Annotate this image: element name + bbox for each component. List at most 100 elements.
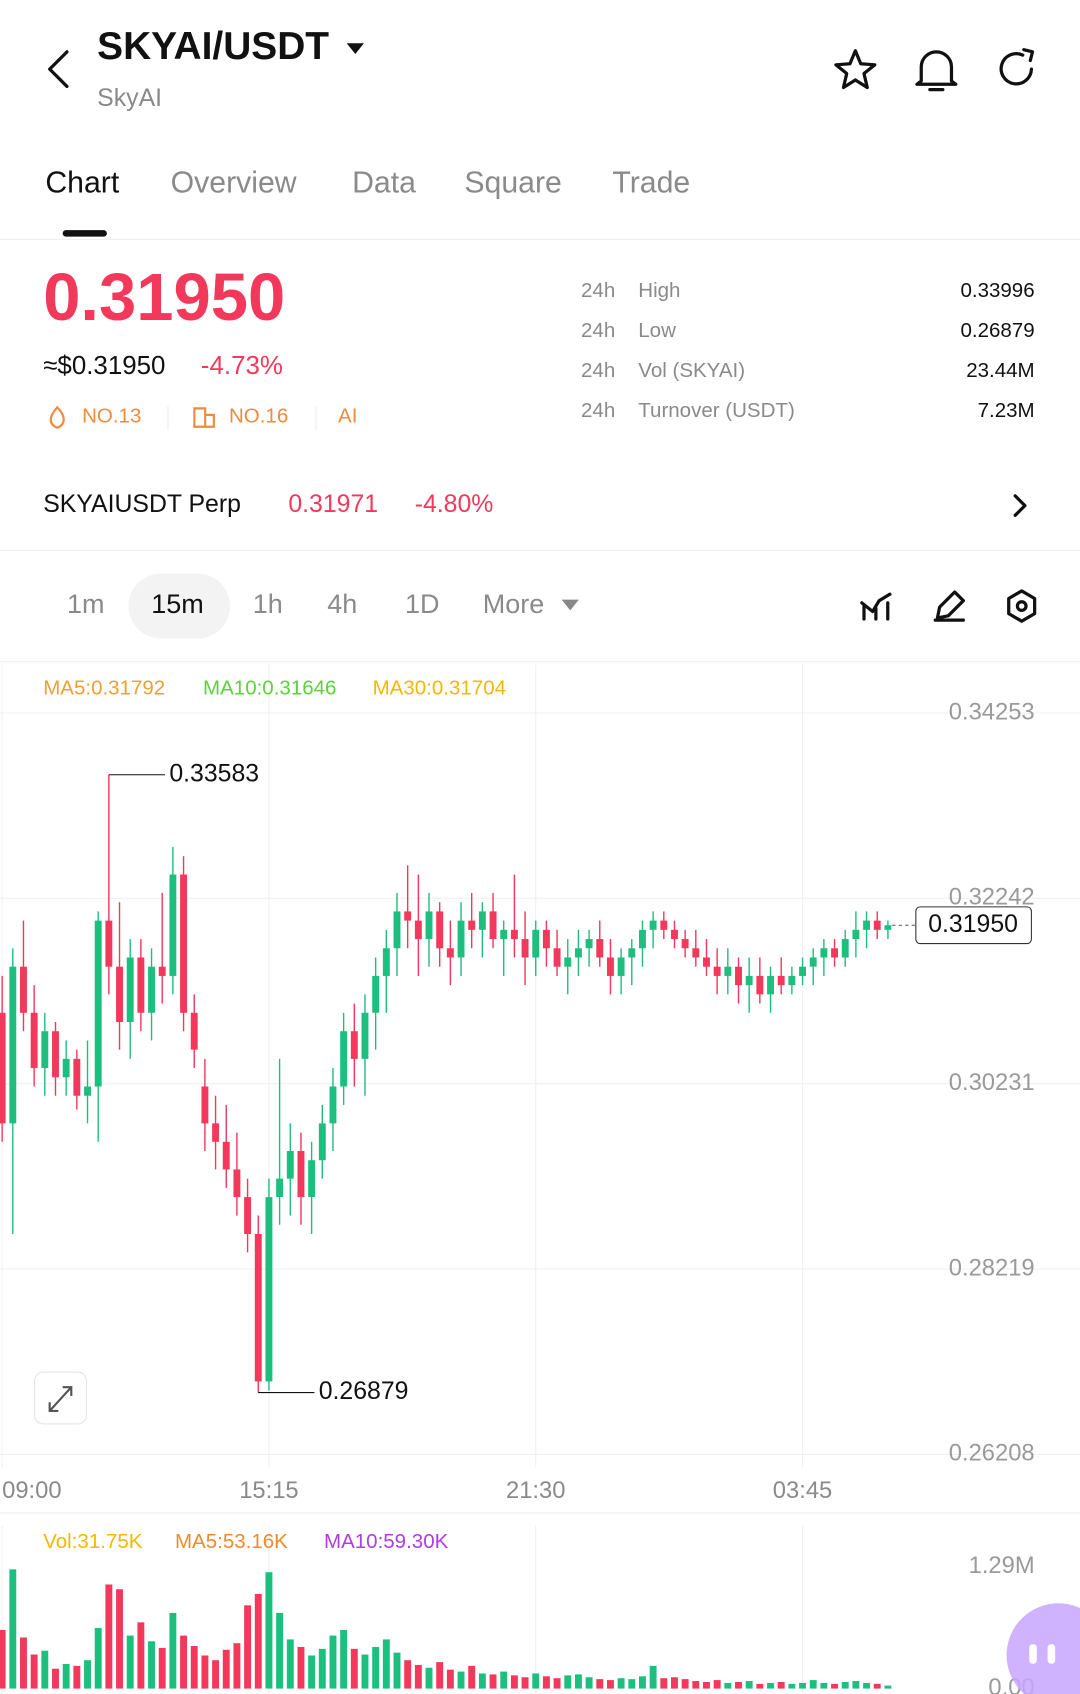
candle-body	[692, 948, 700, 958]
volume-bar	[116, 1589, 123, 1689]
rank-tag[interactable]: NO.16	[229, 404, 288, 427]
interval[interactable]: More	[483, 589, 545, 619]
candle-body	[713, 966, 721, 976]
stat-label: High	[638, 279, 680, 302]
stat-period: 24h	[581, 279, 615, 302]
interval[interactable]: 1m	[67, 589, 105, 619]
last-price: 0.31950	[43, 260, 285, 335]
candle-body	[126, 957, 134, 1022]
candle-body	[617, 957, 625, 976]
tab[interactable]: Square	[464, 167, 561, 200]
volume-bar	[820, 1682, 828, 1689]
interval[interactable]: 4h	[327, 589, 357, 619]
legend-entry: MA10:59.30K	[324, 1530, 449, 1553]
candle-body	[820, 948, 828, 958]
volume-bar	[510, 1675, 518, 1689]
share-icon[interactable]	[999, 48, 1035, 86]
interval[interactable]: 1h	[253, 589, 283, 619]
volume-bar	[393, 1652, 401, 1689]
perp-change: -4.80%	[415, 491, 494, 518]
volume-bar	[212, 1660, 220, 1689]
volume-bar	[681, 1679, 689, 1689]
volume-bar	[276, 1612, 284, 1689]
volume-bar	[286, 1639, 294, 1689]
candle-body	[190, 1012, 198, 1050]
volume-bar	[468, 1665, 476, 1689]
volume-bar	[756, 1683, 764, 1689]
stat-period: 24h	[581, 319, 615, 342]
volume-bar	[244, 1605, 252, 1689]
assistant-bubble[interactable]	[1006, 1603, 1080, 1694]
candle-body	[873, 920, 881, 930]
y-tick-label: 0.32242	[949, 884, 1035, 911]
chevron[interactable]	[1013, 494, 1027, 517]
candle-body	[831, 948, 839, 958]
candle-body	[201, 1086, 209, 1124]
volume-bar	[574, 1674, 582, 1689]
volume-bar	[457, 1671, 465, 1689]
perp-name[interactable]: SKYAIUSDT Perp	[43, 491, 241, 518]
dropdown-arrow[interactable]	[346, 43, 364, 55]
candle-body	[884, 925, 892, 930]
candle-body	[638, 929, 646, 949]
draw-icon[interactable]	[933, 590, 965, 622]
sector-icon	[193, 407, 215, 428]
interval[interactable]: 15m	[151, 589, 204, 619]
price-change: -4.73%	[201, 352, 283, 380]
y-tick-label: 0.30231	[949, 1069, 1035, 1096]
favorite-icon[interactable]	[834, 49, 877, 90]
candle-body	[254, 1233, 262, 1382]
volume-bar	[713, 1680, 721, 1689]
tab[interactable]: Overview	[171, 167, 297, 200]
candle-body	[20, 966, 27, 1013]
dropdown-arrow[interactable]	[561, 599, 579, 611]
x-tick-label: 03:45	[773, 1477, 832, 1504]
tab[interactable]: Data	[352, 167, 416, 200]
volume-bar	[745, 1681, 753, 1689]
low-annotation: 0.26879	[319, 1378, 409, 1405]
hot-icon	[49, 405, 65, 430]
pair-title[interactable]: SKYAI/USDT	[97, 25, 329, 68]
volume-bar	[361, 1654, 369, 1689]
candle-body	[649, 920, 657, 930]
x-tick-label: 21:30	[506, 1477, 565, 1504]
volume-bar	[852, 1681, 860, 1689]
volume-bar	[169, 1612, 177, 1689]
candle-body	[457, 920, 465, 958]
rank-tag[interactable]: NO.13	[82, 404, 141, 427]
volume-bar	[137, 1622, 145, 1689]
candle-body	[361, 1012, 369, 1059]
indicator-icon[interactable]	[860, 592, 892, 621]
volume-bar	[297, 1646, 305, 1689]
settings-icon[interactable]	[1007, 589, 1037, 623]
candle-body	[596, 939, 604, 958]
back-button[interactable]	[48, 50, 69, 89]
category-tag[interactable]: AI	[338, 404, 357, 427]
candle-body	[671, 929, 678, 940]
interval[interactable]: 1D	[405, 589, 440, 619]
candle-body	[681, 939, 689, 949]
divider	[0, 1512, 1080, 1514]
candle-body	[745, 975, 753, 986]
alert-icon[interactable]	[915, 50, 958, 92]
candle-body	[286, 1151, 294, 1179]
volume-bar	[84, 1660, 91, 1689]
candle-body	[84, 1086, 91, 1096]
tab[interactable]: Trade	[612, 167, 690, 200]
settings-icon[interactable]	[1015, 600, 1028, 613]
tab[interactable]: Chart	[45, 167, 120, 200]
candle-body	[436, 911, 444, 949]
volume-bar	[724, 1682, 732, 1689]
candle-body	[116, 966, 123, 1022]
candle-body	[158, 966, 166, 976]
volume-bar	[553, 1678, 561, 1689]
volume-bar	[606, 1680, 614, 1689]
stat-value: 23.44M	[966, 359, 1034, 382]
price-chart: 09:00 15:15 21:30 03:45 0.34253 0.32242 0.3023…	[0, 664, 1080, 1504]
last-price-label: 0.31950	[928, 911, 1018, 938]
fullscreen-icon[interactable]	[48, 1386, 73, 1413]
volume-bar	[414, 1664, 422, 1689]
candle-body	[318, 1123, 326, 1161]
candle-body	[105, 920, 113, 967]
candle-body	[756, 975, 764, 995]
